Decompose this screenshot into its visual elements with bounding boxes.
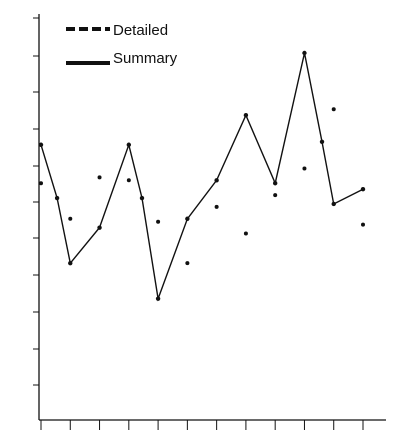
- point-detailed-6: [214, 204, 219, 209]
- point-summary-5: [139, 195, 145, 201]
- point-detailed-5: [185, 261, 190, 266]
- point-detailed-0: [39, 181, 43, 186]
- point-detailed-11: [361, 222, 365, 227]
- point-summary-4: [126, 142, 132, 147]
- point-summary-7: [185, 216, 190, 221]
- chart-axes: [33, 14, 386, 430]
- point-summary-3: [97, 225, 102, 230]
- series-line-summary: [40, 52, 364, 302]
- point-summary-1: [54, 195, 60, 201]
- point-detailed-3: [126, 178, 131, 183]
- point-summary-6: [155, 296, 161, 301]
- point-summary-14: [360, 186, 366, 192]
- legend-label-summary: Summary: [113, 50, 178, 67]
- point-detailed-9: [302, 166, 307, 171]
- point-summary-2: [68, 260, 73, 266]
- point-summary-11: [302, 50, 307, 56]
- chart-legend: Detailed Summary: [66, 22, 178, 67]
- point-detailed-1: [68, 216, 73, 221]
- point-detailed-2: [97, 175, 102, 180]
- chart-series: [38, 50, 366, 302]
- point-summary-8: [214, 178, 219, 183]
- point-detailed-7: [243, 231, 248, 236]
- point-summary-10: [272, 181, 278, 186]
- point-summary-9: [243, 112, 249, 118]
- point-summary-13: [331, 201, 336, 207]
- point-detailed-8: [273, 193, 278, 198]
- point-summary-0: [38, 142, 44, 147]
- legend-label-detailed: Detailed: [113, 22, 168, 39]
- point-summary-12: [319, 139, 325, 144]
- point-detailed-10: [331, 107, 336, 112]
- point-detailed-4: [156, 219, 161, 224]
